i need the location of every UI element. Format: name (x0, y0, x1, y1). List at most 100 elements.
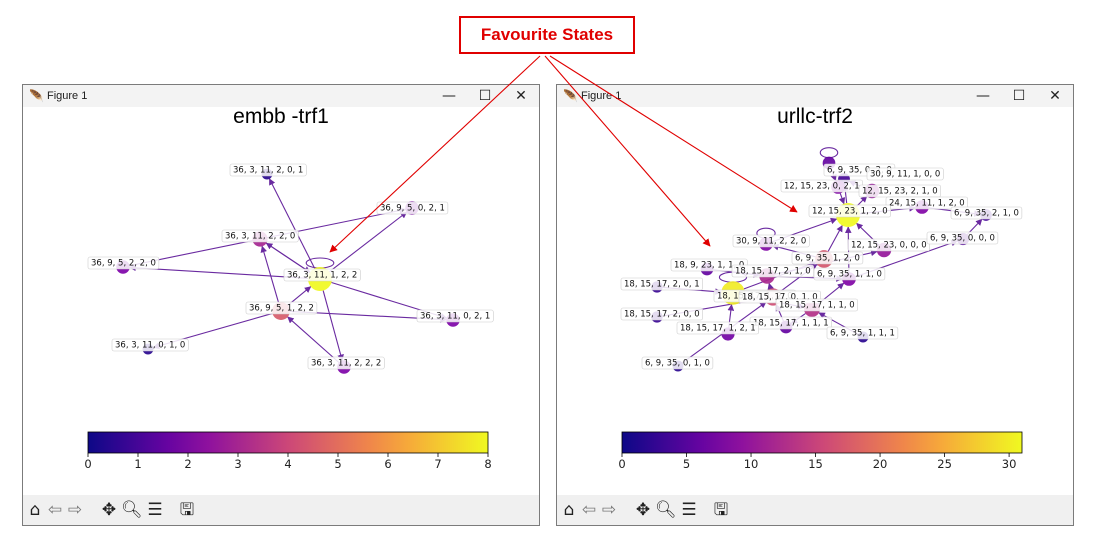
figure-window-right: 🪶 Figure 1 — ☐ ✕ 6, 9, 35, 0, 2, 0 30, 9,… (556, 84, 1074, 526)
graph-edge (827, 224, 843, 252)
node-label: 36, 3, 11, 2, 0, 1 (229, 163, 307, 177)
node-label: 30, 9, 11, 1, 0, 0 (866, 167, 944, 181)
back-arrow-icon[interactable]: ⇦ (47, 500, 63, 520)
svg-text:30, 9, 11, 2, 2, 0: 30, 9, 11, 2, 2, 0 (736, 237, 806, 247)
node-label: 36, 9, 5, 0, 2, 1 (376, 201, 449, 215)
node-label: 18, 15, 17, 2, 0, 0 (620, 307, 704, 321)
node-label: 36, 3, 11, 0, 1, 0 (111, 338, 189, 352)
svg-text:18, 15, 17, 1, 2, 1: 18, 15, 17, 1, 2, 1 (680, 324, 756, 334)
close-button[interactable]: ✕ (1049, 88, 1061, 104)
title-bar: 🪶 Figure 1 — ☐ ✕ (557, 85, 1073, 107)
navigation-toolbar: ⌂ ⇦ ⇨ ✥ 🔍︎ ☰ 🖫 (557, 495, 1073, 525)
callout-label: Favourite States (480, 25, 614, 44)
network-graph-plot: 36, 3, 11, 2, 0, 1 36, 9, 5, 0, 2, 1 36, 3… (84, 163, 494, 471)
svg-text:36, 9, 5, 2, 2, 0: 36, 9, 5, 2, 2, 0 (91, 259, 156, 269)
svg-text:6, 9, 35, 1, 2, 0: 6, 9, 35, 1, 2, 0 (795, 254, 860, 264)
colorbar-tick-label: 8 (484, 457, 491, 471)
colorbar-tick-label: 0 (84, 457, 91, 471)
close-button[interactable]: ✕ (515, 88, 527, 104)
node-label: 36, 3, 11, 1, 2, 2 (283, 268, 361, 282)
svg-text:6, 9, 35, 0, 1, 0: 6, 9, 35, 0, 1, 0 (645, 359, 710, 369)
svg-text:6, 9, 35, 1, 1, 0: 6, 9, 35, 1, 1, 0 (817, 270, 882, 280)
node-label: 12, 15, 23, 0, 0, 0 (847, 238, 931, 252)
pan-icon[interactable]: ✥ (635, 500, 651, 520)
node-label: 18, 15, 17, 1, 1, 1 (749, 316, 833, 330)
self-loop-edge (305, 257, 335, 269)
pan-icon[interactable]: ✥ (101, 500, 117, 520)
zoom-icon[interactable]: 🔍︎ (121, 500, 143, 520)
colorbar-tick-label: 7 (434, 457, 441, 471)
svg-text:36, 3, 11, 2, 0, 1: 36, 3, 11, 2, 0, 1 (233, 166, 303, 176)
node-label: 30, 9, 11, 2, 2, 0 (732, 234, 810, 248)
node-label: 24, 15, 11, 1, 2, 0 (885, 196, 969, 210)
zoom-icon[interactable]: 🔍︎ (655, 500, 677, 520)
minimize-button[interactable]: — (976, 88, 990, 104)
node-label: 36, 9, 5, 2, 2, 0 (87, 256, 160, 270)
svg-text:6, 9, 35, 0, 0, 0: 6, 9, 35, 0, 0, 0 (930, 234, 995, 244)
node-label: 18, 15, 17, 2, 1, 0 (731, 264, 815, 278)
graph-edge (287, 316, 340, 363)
colorbar-tick-label: 5 (334, 457, 341, 471)
graph-edge (268, 178, 316, 269)
node-label: 36, 3, 11, 2, 2, 2 (307, 356, 385, 370)
figure-title: embb -trf1 (233, 105, 329, 128)
node-label: 36, 3, 11, 0, 2, 1 (416, 309, 494, 323)
forward-arrow-icon[interactable]: ⇨ (601, 500, 617, 520)
favourite-states-callout: Favourite States (459, 16, 635, 54)
svg-text:6, 9, 35, 2, 1, 0: 6, 9, 35, 2, 1, 0 (954, 209, 1019, 219)
node-label: 18, 15, 17, 2, 0, 1 (620, 277, 704, 291)
colorbar-tick-label: 30 (1002, 457, 1017, 471)
home-icon[interactable]: ⌂ (29, 500, 41, 520)
svg-text:18, 15, 17, 2, 0, 0: 18, 15, 17, 2, 0, 0 (624, 310, 700, 320)
node-label: 36, 3, 11, 2, 2, 0 (221, 229, 299, 243)
matplotlib-app-icon: 🪶 (563, 89, 578, 103)
configure-subplots-icon[interactable]: ☰ (681, 500, 697, 520)
svg-text:18, 15, 17, 0, 1, 0: 18, 15, 17, 0, 1, 0 (742, 293, 818, 303)
save-icon[interactable]: 🖫 (179, 500, 195, 520)
colorbar (87, 431, 489, 454)
svg-text:12, 15, 23, 0, 2, 1: 12, 15, 23, 0, 2, 1 (784, 182, 860, 192)
matplotlib-app-icon: 🪶 (29, 89, 44, 103)
svg-text:12, 15, 23, 1, 2, 0: 12, 15, 23, 1, 2, 0 (812, 207, 888, 217)
navigation-toolbar: ⌂ ⇦ ⇨ ✥ 🔍︎ ☰ 🖫 (23, 495, 539, 525)
configure-subplots-icon[interactable]: ☰ (147, 500, 163, 520)
node-label: 6, 9, 35, 1, 1, 1 (826, 326, 899, 340)
node-label: 6, 9, 35, 0, 0, 0 (926, 231, 999, 245)
window-title: Figure 1 (47, 90, 88, 102)
home-icon[interactable]: ⌂ (563, 500, 575, 520)
save-icon[interactable]: 🖫 (713, 500, 729, 520)
node-label: 6, 9, 35, 0, 1, 0 (641, 356, 714, 370)
svg-text:24, 15, 11, 1, 2, 0: 24, 15, 11, 1, 2, 0 (889, 199, 965, 209)
svg-text:36, 9, 5, 1, 2, 2: 36, 9, 5, 1, 2, 2 (249, 304, 314, 314)
graph-edge (767, 282, 774, 291)
forward-arrow-icon[interactable]: ⇨ (67, 500, 83, 520)
colorbar-tick-label: 2 (184, 457, 191, 471)
colorbar-tick-label: 4 (284, 457, 291, 471)
svg-text:18, 15, 17, 2, 0, 1: 18, 15, 17, 2, 0, 1 (624, 280, 700, 290)
node-label: 12, 15, 23, 2, 1, 0 (858, 184, 942, 198)
svg-text:12, 15, 23, 0, 0, 0: 12, 15, 23, 0, 0, 0 (851, 241, 927, 251)
colorbar (621, 431, 1023, 454)
maximize-button[interactable]: ☐ (1012, 88, 1026, 104)
graph-edge (838, 193, 846, 205)
svg-text:36, 9, 5, 0, 2, 1: 36, 9, 5, 0, 2, 1 (380, 204, 445, 214)
colorbar-tick-label: 25 (937, 457, 952, 471)
node-label: 6, 9, 35, 1, 1, 0 (813, 267, 886, 281)
back-arrow-icon[interactable]: ⇦ (581, 500, 597, 520)
node-label: 18, 15, 17, 1, 1, 0 (775, 298, 859, 312)
node-label: 6, 9, 35, 1, 2, 0 (791, 251, 864, 265)
network-graph-plot: 6, 9, 35, 0, 2, 030, 9, 11, 1, 0, 0 12, 1… (618, 147, 1023, 471)
node-label: 12, 15, 23, 0, 2, 1 (780, 179, 864, 193)
maximize-button[interactable]: ☐ (478, 88, 492, 104)
colorbar-tick-label: 15 (808, 457, 823, 471)
svg-text:6, 9, 35, 0, 2, 0: 6, 9, 35, 0, 2, 0 (827, 166, 892, 176)
svg-text:18, 15, 17, 1, 1, 1: 18, 15, 17, 1, 1, 1 (753, 319, 829, 329)
colorbar-tick-label: 3 (234, 457, 241, 471)
node-label: 36, 9, 5, 1, 2, 2 (245, 301, 318, 315)
svg-text:36, 3, 11, 1, 2, 2: 36, 3, 11, 1, 2, 2 (287, 271, 357, 281)
svg-text:36, 3, 11, 0, 1, 0: 36, 3, 11, 0, 1, 0 (115, 341, 185, 351)
graph-edge (322, 290, 344, 362)
minimize-button[interactable]: — (442, 88, 456, 104)
colorbar-tick-label: 20 (873, 457, 888, 471)
window-title: Figure 1 (581, 90, 622, 102)
